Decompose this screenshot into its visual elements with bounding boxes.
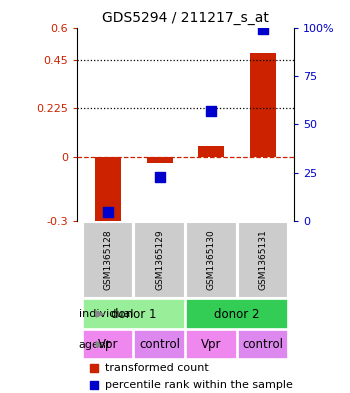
Text: transformed count: transformed count [105,363,209,373]
Text: donor 1: donor 1 [111,308,156,321]
FancyBboxPatch shape [83,222,133,298]
Text: Vpr: Vpr [201,338,222,351]
FancyBboxPatch shape [186,330,237,359]
Bar [95,157,121,221]
Text: GSM1365130: GSM1365130 [207,230,216,290]
FancyBboxPatch shape [186,299,288,329]
FancyBboxPatch shape [238,222,288,298]
Text: donor 2: donor 2 [215,308,260,321]
Point [92,382,97,388]
FancyBboxPatch shape [134,330,185,359]
Text: Vpr: Vpr [98,338,118,351]
Text: control: control [243,338,284,351]
Text: GSM1365129: GSM1365129 [155,230,164,290]
FancyBboxPatch shape [186,222,237,298]
Bar [198,146,224,157]
Point [157,174,162,180]
Point [260,26,266,33]
Text: control: control [139,338,180,351]
Text: individual: individual [78,309,133,319]
Text: percentile rank within the sample: percentile rank within the sample [105,380,293,390]
FancyBboxPatch shape [83,299,185,329]
FancyBboxPatch shape [134,222,185,298]
Text: GSM1365128: GSM1365128 [104,230,112,290]
Title: GDS5294 / 211217_s_at: GDS5294 / 211217_s_at [102,11,269,25]
Point [105,209,111,215]
Point [209,108,214,114]
Text: agent: agent [78,340,111,349]
Text: GSM1365131: GSM1365131 [259,230,267,290]
Bar [250,53,276,157]
FancyBboxPatch shape [83,330,133,359]
FancyBboxPatch shape [238,330,288,359]
Bar [147,157,173,163]
Point [92,365,97,371]
